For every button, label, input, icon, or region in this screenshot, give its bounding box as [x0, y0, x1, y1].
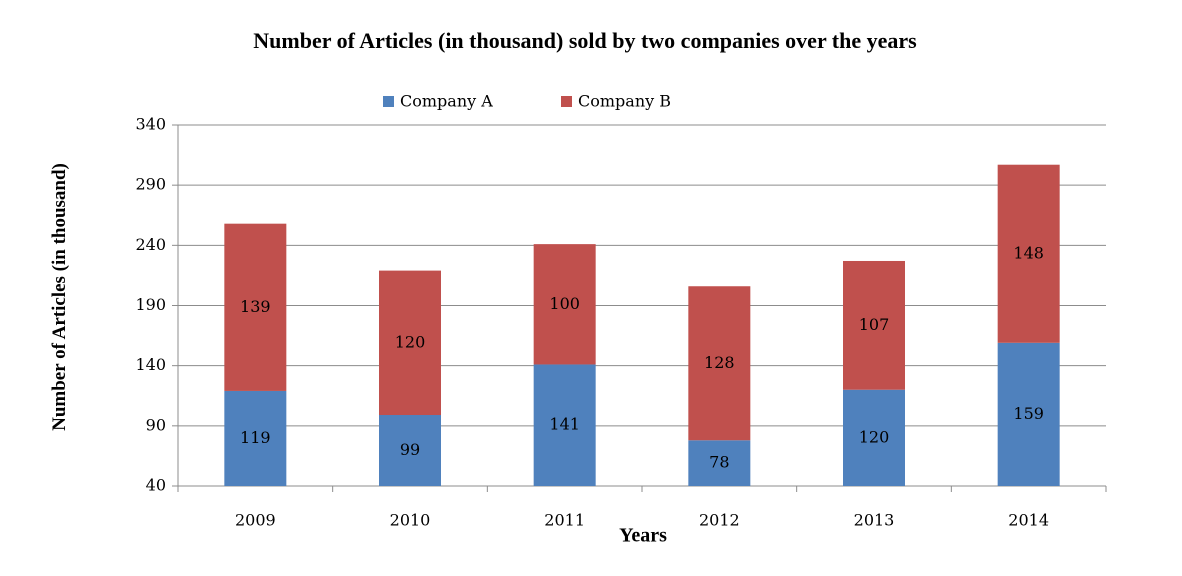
data-label: 120	[395, 332, 426, 351]
bar-segment	[379, 415, 441, 486]
bar-segment	[843, 389, 905, 486]
legend-swatch	[383, 96, 394, 107]
data-label: 78	[709, 453, 729, 472]
x-tick-label: 2009	[235, 511, 276, 530]
chart-title: Number of Articles (in thousand) sold by…	[253, 28, 917, 53]
data-label: 148	[1013, 243, 1044, 262]
bar-segment	[688, 440, 751, 486]
data-label: 141	[549, 415, 580, 434]
legend-label: Company A	[400, 92, 493, 111]
bar-segment	[843, 260, 905, 390]
y-tick-label: 90	[146, 415, 166, 434]
data-label: 139	[240, 297, 271, 316]
x-tick-label: 2010	[390, 511, 431, 530]
bar-segment	[224, 223, 287, 391]
bar-segment	[533, 364, 596, 486]
bar-segment	[997, 164, 1060, 343]
bar-segment	[379, 270, 441, 416]
bar-segment	[688, 286, 751, 441]
bar-segment	[224, 390, 287, 486]
y-tick-label: 290	[135, 175, 166, 194]
legend-swatch	[561, 96, 572, 107]
data-label: 99	[400, 440, 420, 459]
y-tick-label: 40	[146, 476, 166, 495]
data-label: 107	[859, 315, 890, 334]
x-axis-label: Years	[619, 525, 667, 547]
data-label: 128	[704, 353, 735, 372]
y-tick-label: 190	[135, 295, 166, 314]
y-tick-label: 240	[135, 235, 166, 254]
bar-segment	[997, 342, 1060, 486]
legend-label: Company B	[578, 92, 671, 111]
data-label: 159	[1013, 404, 1044, 423]
y-axis-label: Number of Articles (in thousand)	[49, 163, 70, 431]
x-tick-label: 2014	[1008, 511, 1049, 530]
y-tick-label: 340	[135, 115, 166, 134]
data-label: 100	[549, 294, 580, 313]
x-tick-label: 2011	[544, 511, 585, 530]
y-tick-label: 140	[135, 355, 166, 374]
data-label: 119	[240, 428, 271, 447]
x-tick-label: 2013	[854, 511, 895, 530]
bar-segment	[533, 244, 596, 365]
data-label: 120	[859, 427, 890, 446]
x-tick-label: 2012	[699, 511, 740, 530]
